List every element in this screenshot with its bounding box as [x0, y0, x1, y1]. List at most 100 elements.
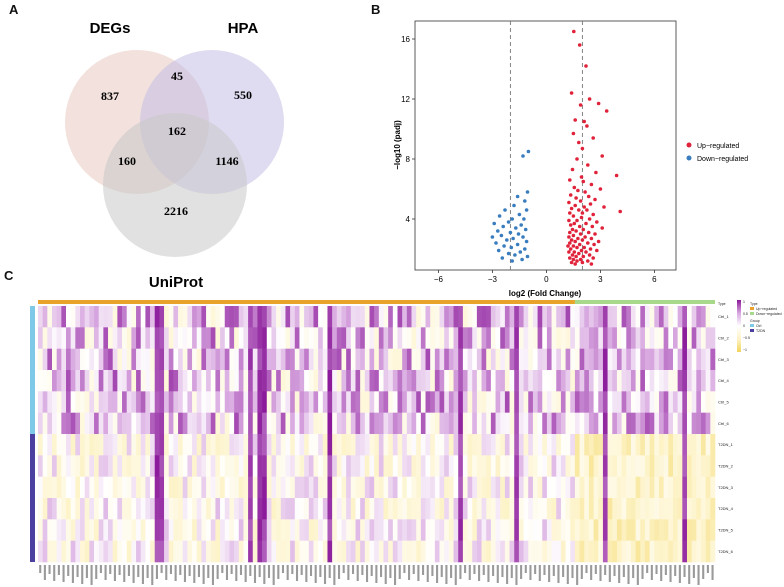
heatmap-cell [56, 391, 62, 413]
heatmap-cell [551, 327, 557, 349]
heatmap-cell [42, 476, 48, 499]
up-point [600, 226, 604, 230]
heatmap-cell [234, 434, 240, 456]
heatmap-cell [327, 348, 333, 371]
heatmap-cell [201, 348, 207, 371]
heatmap-cell [262, 540, 268, 563]
heatmap-cell [486, 476, 492, 499]
heatmap-cell [271, 455, 277, 477]
heatmap-cell [509, 540, 515, 563]
heatmap-cell [47, 540, 53, 563]
heatmap-cell [612, 370, 618, 392]
heatmap-cell [290, 412, 296, 435]
heatmap-cell [504, 498, 510, 520]
heatmap-cell [108, 412, 113, 435]
up-point [585, 124, 589, 128]
heatmap-cell [472, 306, 478, 328]
heatmap-cell [75, 348, 81, 371]
heatmap-column-label-mark [515, 565, 518, 585]
heatmap-cell [682, 434, 688, 456]
heatmap-cell [579, 540, 585, 563]
heatmap-cell [336, 412, 342, 435]
up-point [569, 238, 574, 242]
heatmap-cell [523, 476, 529, 499]
heatmap-cell [542, 412, 548, 435]
heatmap-cell [551, 391, 557, 413]
heatmap-cell [607, 540, 613, 563]
heatmap-cell [444, 519, 450, 541]
heatmap-cell [616, 498, 622, 520]
heatmap-cell [360, 348, 366, 371]
heatmap-cell [196, 519, 202, 541]
heatmap-column-label-mark [426, 565, 429, 582]
heatmap-cell [350, 348, 356, 371]
heatmap-cell [560, 306, 566, 328]
heatmap-cell [420, 391, 426, 413]
heatmap-cell [416, 434, 422, 456]
down-point [514, 226, 518, 230]
heatmap-cell [89, 327, 95, 349]
heatmap-cell [560, 540, 566, 563]
heatmap-cell [308, 540, 314, 563]
heatmap-cell [126, 519, 132, 541]
heatmap-cell [154, 370, 160, 392]
heatmap-cell [304, 498, 310, 520]
heatmap-cell [266, 455, 272, 477]
heatmap-column-label-mark [622, 565, 625, 577]
heatmap-cell [420, 412, 426, 435]
heatmap-cell [504, 306, 510, 328]
heatmap-cell [504, 434, 510, 456]
heatmap-cell [574, 498, 580, 520]
heatmap-cell [654, 476, 660, 499]
heatmap-cell [388, 370, 394, 392]
heatmap-cell [117, 540, 123, 563]
heatmap-cell [350, 498, 356, 520]
up-point [577, 242, 582, 247]
heatmap-cell [322, 540, 328, 563]
heatmap-cell [360, 540, 366, 563]
type-bar-up-regulated [38, 300, 575, 304]
heatmap-cell [472, 540, 478, 563]
heatmap-cell [215, 348, 221, 371]
heatmap-cell [700, 348, 706, 371]
heatmap-cell [150, 391, 156, 413]
heatmap-cell [89, 391, 95, 413]
heatmap-cell [360, 306, 366, 328]
heatmap-cell [462, 348, 468, 371]
heatmap-column-label-mark [235, 565, 238, 581]
heatmap-cell [486, 306, 492, 328]
heatmap-cell [630, 476, 636, 499]
heatmap-cell [173, 306, 179, 328]
heatmap-cell [346, 498, 352, 520]
heatmap-cell [416, 348, 422, 371]
heatmap-cell [532, 391, 538, 413]
heatmap-column-label-mark [375, 565, 378, 583]
heatmap-cell [588, 348, 594, 371]
legend-down-marker [686, 155, 692, 161]
heatmap-cell [420, 540, 426, 563]
heatmap-cell [458, 306, 464, 328]
heatmap-cell [383, 327, 389, 349]
heatmap-cell [392, 434, 398, 456]
heatmap-cell [686, 327, 692, 349]
heatmap-cell [560, 498, 566, 520]
heatmap-cell [700, 327, 706, 349]
heatmap-cell [229, 412, 235, 435]
heatmap-cell [476, 370, 482, 392]
heatmap-cell [304, 391, 310, 413]
up-point [572, 29, 576, 34]
heatmap-cell [355, 476, 361, 499]
heatmap-cell [579, 370, 585, 392]
heatmap-cell [262, 412, 268, 435]
heatmap-cell [61, 306, 67, 328]
heatmap-cell [374, 306, 380, 328]
heatmap-cell [420, 306, 426, 328]
heatmap-cell [285, 306, 291, 328]
heatmap-cell [621, 391, 627, 413]
heatmap-cell [178, 391, 184, 413]
heatmap-cell [691, 348, 697, 371]
heatmap-cell [388, 476, 394, 499]
heatmap-cell [210, 540, 216, 563]
heatmap-cell [383, 370, 389, 392]
heatmap-cell [495, 476, 501, 499]
